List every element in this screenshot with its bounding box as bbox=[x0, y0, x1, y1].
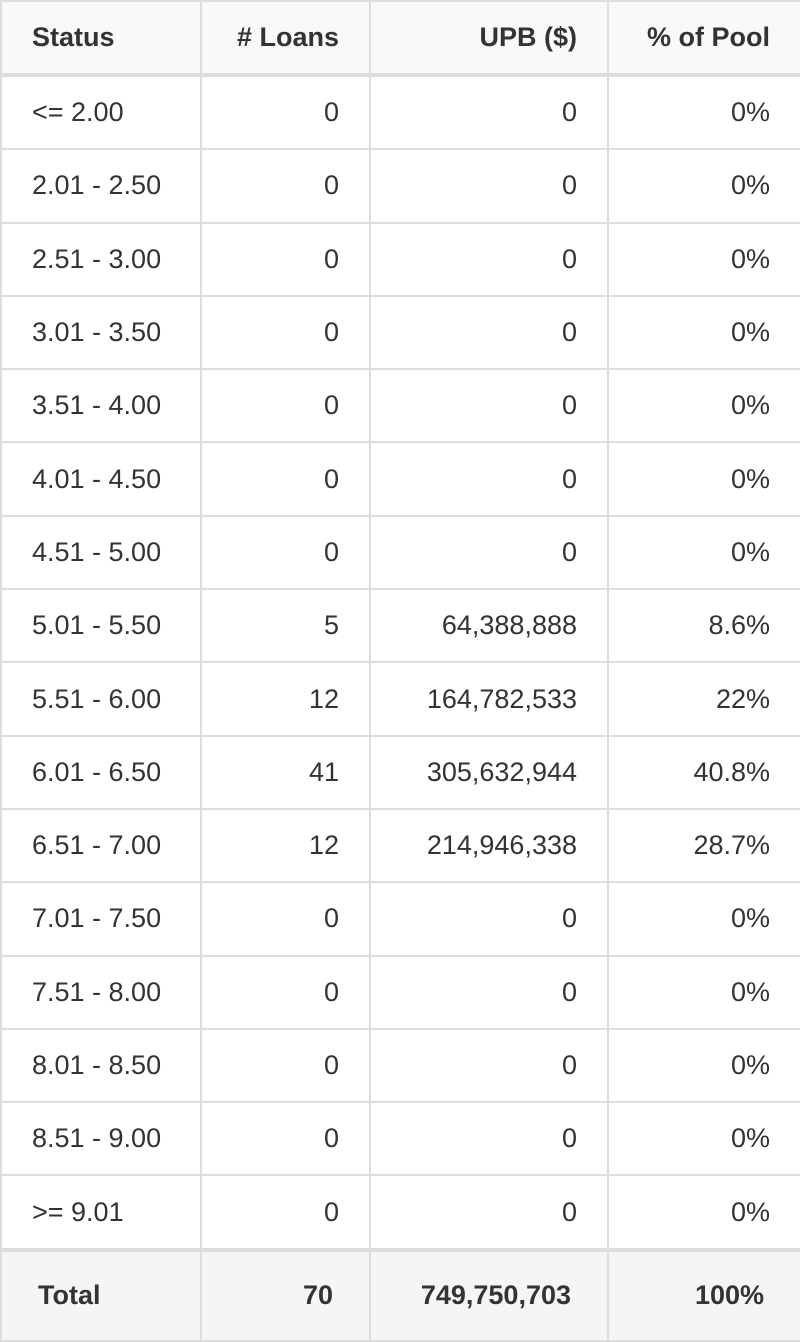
table-cell: 7.01 - 7.50 bbox=[0, 881, 202, 957]
table-cell: 0% bbox=[607, 881, 800, 957]
table-cell: 12 bbox=[200, 807, 371, 884]
table-cell: 41 bbox=[200, 734, 371, 810]
table-cell: 0 bbox=[369, 221, 609, 297]
header-cell: % of Pool bbox=[607, 0, 800, 77]
footer-cell: Total bbox=[0, 1247, 202, 1342]
footer-cell: 70 bbox=[200, 1247, 371, 1342]
header-cell: Status bbox=[0, 0, 202, 77]
table-row: 6.51 - 7.00 12 214,946,338 28.7% bbox=[0, 807, 800, 884]
table-cell: 7.51 - 8.00 bbox=[0, 954, 202, 1030]
table-cell: 0 bbox=[369, 954, 609, 1030]
table-row: 3.51 - 4.00 0 0 0% bbox=[0, 368, 800, 444]
table-cell: 8.51 - 9.00 bbox=[0, 1101, 202, 1177]
footer-row: Total 70 749,750,703 100% bbox=[0, 1247, 800, 1342]
table-cell: 0 bbox=[369, 368, 609, 444]
table-cell: 0 bbox=[369, 441, 609, 517]
table-cell: 0 bbox=[200, 1174, 371, 1251]
table-cell: 0 bbox=[200, 73, 371, 151]
table-cell: 305,632,944 bbox=[369, 734, 609, 810]
table-cell: 0% bbox=[607, 441, 800, 517]
table-cell: 0 bbox=[369, 514, 609, 591]
table-row: <= 2.00 0 0 0% bbox=[0, 73, 800, 151]
table-cell: 4.51 - 5.00 bbox=[0, 514, 202, 591]
table-footer: Total 70 749,750,703 100% bbox=[0, 1247, 800, 1342]
table-cell: 22% bbox=[607, 661, 800, 737]
table-cell: 0% bbox=[607, 221, 800, 297]
header-row: Status # Loans UPB ($)% of Pool bbox=[0, 0, 800, 77]
footer-cell: 749,750,703 bbox=[369, 1247, 609, 1342]
table-cell: 3.51 - 4.00 bbox=[0, 368, 202, 444]
table-row: 3.01 - 3.50 0 0 0% bbox=[0, 294, 800, 371]
table-cell: 40.8% bbox=[607, 734, 800, 810]
table-cell: 0 bbox=[200, 1027, 371, 1104]
table-cell: 0 bbox=[200, 221, 371, 297]
table-row: >= 9.01 0 0 0% bbox=[0, 1174, 800, 1251]
table-cell: 5.01 - 5.50 bbox=[0, 588, 202, 664]
table-cell: 4.01 - 4.50 bbox=[0, 441, 202, 517]
table-cell: 2.01 - 2.50 bbox=[0, 148, 202, 224]
table-row: 5.51 - 6.00 12 164,782,533 22% bbox=[0, 661, 800, 737]
table-cell: 64,388,888 bbox=[369, 588, 609, 664]
table-cell: 0 bbox=[200, 148, 371, 224]
table-row: 8.51 - 9.00 0 0 0% bbox=[0, 1101, 800, 1177]
table-row: 4.01 - 4.50 0 0 0% bbox=[0, 441, 800, 517]
table-cell: 0% bbox=[607, 73, 800, 151]
header-cell: # Loans bbox=[200, 0, 371, 77]
table-cell: 6.01 - 6.50 bbox=[0, 734, 202, 810]
table-cell: 0% bbox=[607, 148, 800, 224]
table-cell: 0% bbox=[607, 294, 800, 371]
table-cell: 0 bbox=[369, 1101, 609, 1177]
table-cell: 3.01 - 3.50 bbox=[0, 294, 202, 371]
table-cell: 0 bbox=[369, 881, 609, 957]
table-header: Status # Loans UPB ($)% of Pool bbox=[0, 0, 800, 77]
table-cell: 0 bbox=[200, 1101, 371, 1177]
table-cell: 0 bbox=[369, 1174, 609, 1251]
table-cell: 0 bbox=[369, 148, 609, 224]
table-cell: 0 bbox=[200, 441, 371, 517]
table-cell: 2.51 - 3.00 bbox=[0, 221, 202, 297]
table-row: 6.01 - 6.50 41 305,632,944 40.8% bbox=[0, 734, 800, 810]
footer-cell: 100% bbox=[607, 1247, 800, 1342]
table-cell: 0 bbox=[200, 294, 371, 371]
table-row: 2.01 - 2.50 0 0 0% bbox=[0, 148, 800, 224]
table-cell: 0% bbox=[607, 1027, 800, 1104]
table-cell: 0 bbox=[200, 881, 371, 957]
table-cell: 8.6% bbox=[607, 588, 800, 664]
table-cell: <= 2.00 bbox=[0, 73, 202, 151]
table-cell: 0% bbox=[607, 954, 800, 1030]
table-cell: 5.51 - 6.00 bbox=[0, 661, 202, 737]
table-body: <= 2.00 0 0 0% 2.01 - 2.50 0 0 0% 2.51 - 3.00 0 0 0… bbox=[0, 73, 800, 1251]
table-row: 7.51 - 8.00 0 0 0% bbox=[0, 954, 800, 1030]
table-cell: 164,782,533 bbox=[369, 661, 609, 737]
table-cell: 0 bbox=[369, 73, 609, 151]
table-cell: 5 bbox=[200, 588, 371, 664]
table-cell: >= 9.01 bbox=[0, 1174, 202, 1251]
header-cell: UPB ($) bbox=[369, 0, 609, 77]
table-row: 5.01 - 5.50 5 64,388,888 8.6% bbox=[0, 588, 800, 664]
table-cell: 6.51 - 7.00 bbox=[0, 807, 202, 884]
table-cell: 0% bbox=[607, 368, 800, 444]
table-cell: 214,946,338 bbox=[369, 807, 609, 884]
table-cell: 0% bbox=[607, 514, 800, 591]
table-row: 4.51 - 5.00 0 0 0% bbox=[0, 514, 800, 591]
table-cell: 0 bbox=[369, 294, 609, 371]
table-cell: 0 bbox=[200, 954, 371, 1030]
table-cell: 12 bbox=[200, 661, 371, 737]
table-row: 7.01 - 7.50 0 0 0% bbox=[0, 881, 800, 957]
table-cell: 0% bbox=[607, 1174, 800, 1251]
table-cell: 0 bbox=[200, 368, 371, 444]
table-cell: 0 bbox=[200, 514, 371, 591]
table-row: 2.51 - 3.00 0 0 0% bbox=[0, 221, 800, 297]
table-cell: 0% bbox=[607, 1101, 800, 1177]
table-cell: 28.7% bbox=[607, 807, 800, 884]
table-cell: 8.01 - 8.50 bbox=[0, 1027, 202, 1104]
table-row: 8.01 - 8.50 0 0 0% bbox=[0, 1027, 800, 1104]
table-cell: 0 bbox=[369, 1027, 609, 1104]
